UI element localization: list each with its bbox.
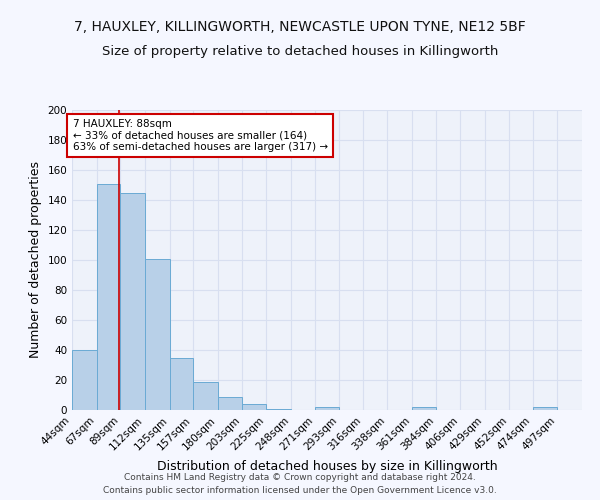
X-axis label: Distribution of detached houses by size in Killingworth: Distribution of detached houses by size … <box>157 460 497 473</box>
Text: Size of property relative to detached houses in Killingworth: Size of property relative to detached ho… <box>102 45 498 58</box>
Bar <box>533 407 557 410</box>
Bar <box>266 408 290 410</box>
Text: Contains HM Land Registry data © Crown copyright and database right 2024.: Contains HM Land Registry data © Crown c… <box>124 474 476 482</box>
Text: 7, HAUXLEY, KILLINGWORTH, NEWCASTLE UPON TYNE, NE12 5BF: 7, HAUXLEY, KILLINGWORTH, NEWCASTLE UPON… <box>74 20 526 34</box>
Bar <box>97 184 120 410</box>
Bar <box>218 396 242 410</box>
Bar <box>412 407 436 410</box>
Bar <box>315 407 339 410</box>
Text: 7 HAUXLEY: 88sqm
← 33% of detached houses are smaller (164)
63% of semi-detached: 7 HAUXLEY: 88sqm ← 33% of detached house… <box>73 119 328 152</box>
Bar <box>145 258 170 410</box>
Bar <box>72 350 97 410</box>
Bar <box>242 404 266 410</box>
Bar <box>120 192 145 410</box>
Y-axis label: Number of detached properties: Number of detached properties <box>29 162 42 358</box>
Bar <box>193 382 218 410</box>
Text: Contains public sector information licensed under the Open Government Licence v3: Contains public sector information licen… <box>103 486 497 495</box>
Bar <box>170 358 193 410</box>
